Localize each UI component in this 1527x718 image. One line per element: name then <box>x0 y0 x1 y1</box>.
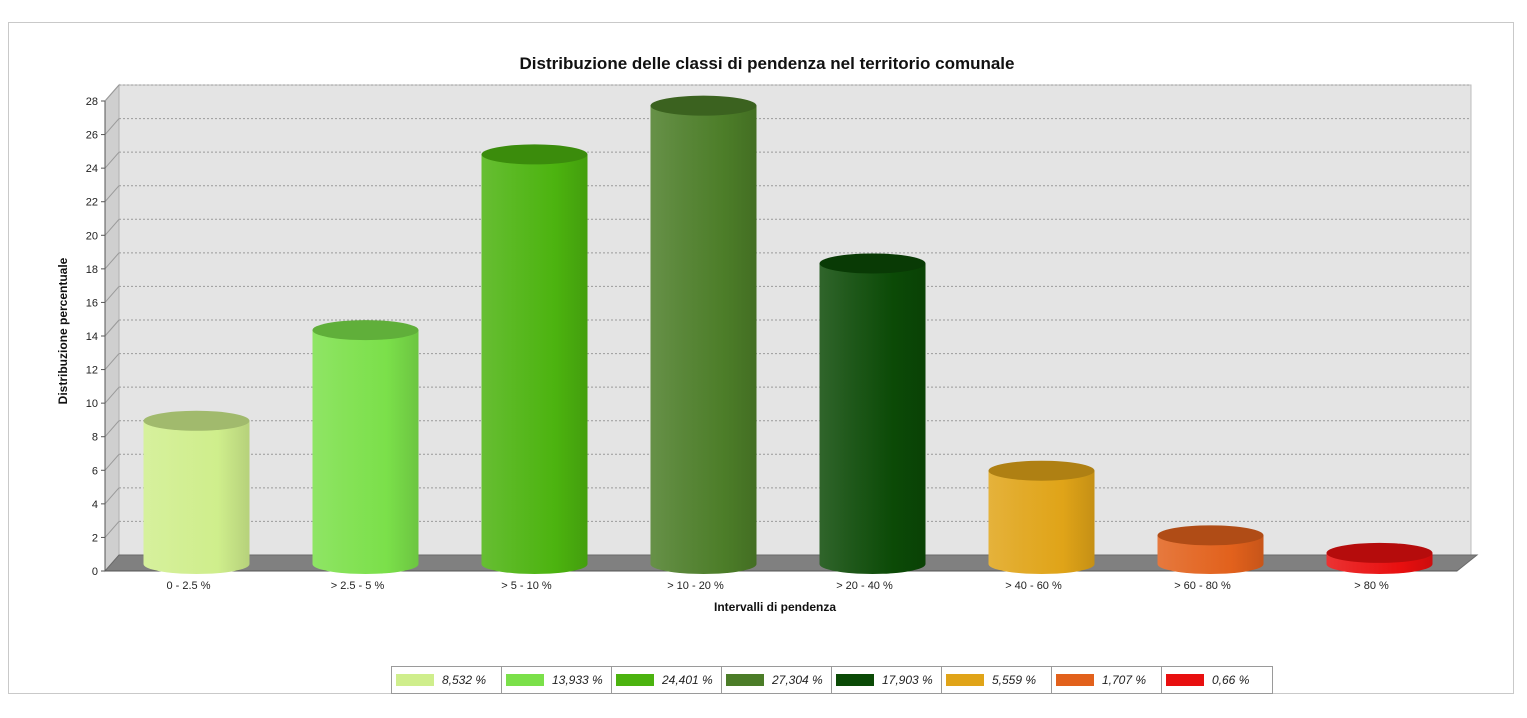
y-tick-label: 14 <box>86 331 98 343</box>
legend-item: 5,559 % <box>942 667 1052 693</box>
bar-0 <box>143 410 250 574</box>
bar-6 <box>1157 525 1264 574</box>
y-tick-label: 2 <box>92 532 98 544</box>
legend-swatch <box>946 674 984 686</box>
legend-swatch <box>616 674 654 686</box>
y-tick-label: 28 <box>86 96 98 108</box>
y-tick-label: 4 <box>92 499 98 511</box>
bar-3 <box>650 95 757 574</box>
legend-item: 17,903 % <box>832 667 942 693</box>
bar-body <box>650 105 757 574</box>
bar-top <box>143 410 250 431</box>
bar-body <box>312 330 419 574</box>
legend-label: 17,903 % <box>882 673 933 687</box>
x-tick-label: > 60 - 80 % <box>1174 580 1231 592</box>
chart-svg: Distribuzione delle classi di pendenza n… <box>56 54 1479 614</box>
bar-body <box>143 420 250 574</box>
bar-top <box>819 253 926 274</box>
legend-item: 24,401 % <box>612 667 722 693</box>
y-tick-label: 18 <box>86 264 98 276</box>
bar-5 <box>988 460 1095 574</box>
legend-swatch <box>726 674 764 686</box>
legend-swatch <box>506 674 544 686</box>
x-tick-label: > 80 % <box>1354 580 1389 592</box>
x-tick-label: > 10 - 20 % <box>667 580 724 592</box>
gridline-side <box>104 252 120 270</box>
y-tick-label: 24 <box>86 163 98 175</box>
legend-swatch <box>1056 674 1094 686</box>
legend-item: 27,304 % <box>722 667 832 693</box>
y-axis-label: Distribuzione percentuale <box>56 257 70 404</box>
bar-top <box>481 144 588 165</box>
y-tick-label: 10 <box>86 398 98 410</box>
legend-label: 1,707 % <box>1102 673 1147 687</box>
gridline-side <box>104 286 120 303</box>
y-tick-label: 20 <box>86 230 98 242</box>
gridline-side <box>104 487 120 505</box>
legend-label: 5,559 % <box>992 673 1037 687</box>
y-tick-label: 0 <box>92 566 98 578</box>
y-tick-label: 22 <box>86 197 98 209</box>
bar-body <box>1157 535 1264 574</box>
bar-top <box>1326 542 1433 563</box>
x-tick-label: 0 - 2.5 % <box>166 580 210 592</box>
chart-frame: Distribuzione delle classi di pendenza n… <box>8 22 1514 694</box>
bar-top <box>1157 525 1264 546</box>
bar-7 <box>1326 542 1433 574</box>
gridline-side <box>104 353 120 370</box>
y-tick-label: 26 <box>86 130 98 142</box>
bar-top <box>650 95 757 116</box>
y-tick-label: 12 <box>86 365 98 377</box>
gridline-side <box>104 84 120 102</box>
gridline-side <box>104 420 120 438</box>
x-tick-label: > 20 - 40 % <box>836 580 893 592</box>
gridline-side <box>104 453 120 471</box>
x-tick-label: > 5 - 10 % <box>501 580 552 592</box>
gridline-side <box>104 151 120 169</box>
legend-label: 8,532 % <box>442 673 487 687</box>
legend-item: 13,933 % <box>502 667 612 693</box>
gridline-side <box>104 386 120 404</box>
bar-4 <box>819 253 926 574</box>
x-tick-label: > 2.5 - 5 % <box>331 580 385 592</box>
bar-1 <box>312 320 419 574</box>
chart-title: Distribuzione delle classi di pendenza n… <box>519 54 1014 73</box>
bar-body <box>988 470 1095 574</box>
gridline-side <box>104 185 120 203</box>
legend-swatch <box>836 674 874 686</box>
y-tick-label: 6 <box>92 465 98 477</box>
y-tick-label: 16 <box>86 297 98 309</box>
bar-top <box>312 320 419 341</box>
gridline-side <box>104 521 120 538</box>
legend-item: 8,532 % <box>392 667 502 693</box>
gridline-side <box>104 319 120 337</box>
legend-swatch <box>1166 674 1204 686</box>
legend: 8,532 % 13,933 % 24,401 % 27,304 % 17,903 % 5… <box>391 666 1273 694</box>
gridline-side <box>104 218 120 236</box>
floor <box>103 554 1479 572</box>
bar-body <box>481 154 588 574</box>
x-axis-label: Intervalli di pendenza <box>714 600 836 614</box>
legend-item: 0,66 % <box>1162 667 1272 693</box>
y-tick-label: 8 <box>92 432 98 444</box>
x-tick-label: > 40 - 60 % <box>1005 580 1062 592</box>
legend-swatch <box>396 674 434 686</box>
bar-top <box>988 460 1095 481</box>
legend-item: 1,707 % <box>1052 667 1162 693</box>
legend-label: 13,933 % <box>552 673 603 687</box>
legend-label: 0,66 % <box>1212 673 1250 687</box>
gridline-side <box>104 118 120 135</box>
legend-label: 24,401 % <box>662 673 713 687</box>
bar-2 <box>481 144 588 574</box>
bar-body <box>819 263 926 574</box>
legend-label: 27,304 % <box>772 673 823 687</box>
